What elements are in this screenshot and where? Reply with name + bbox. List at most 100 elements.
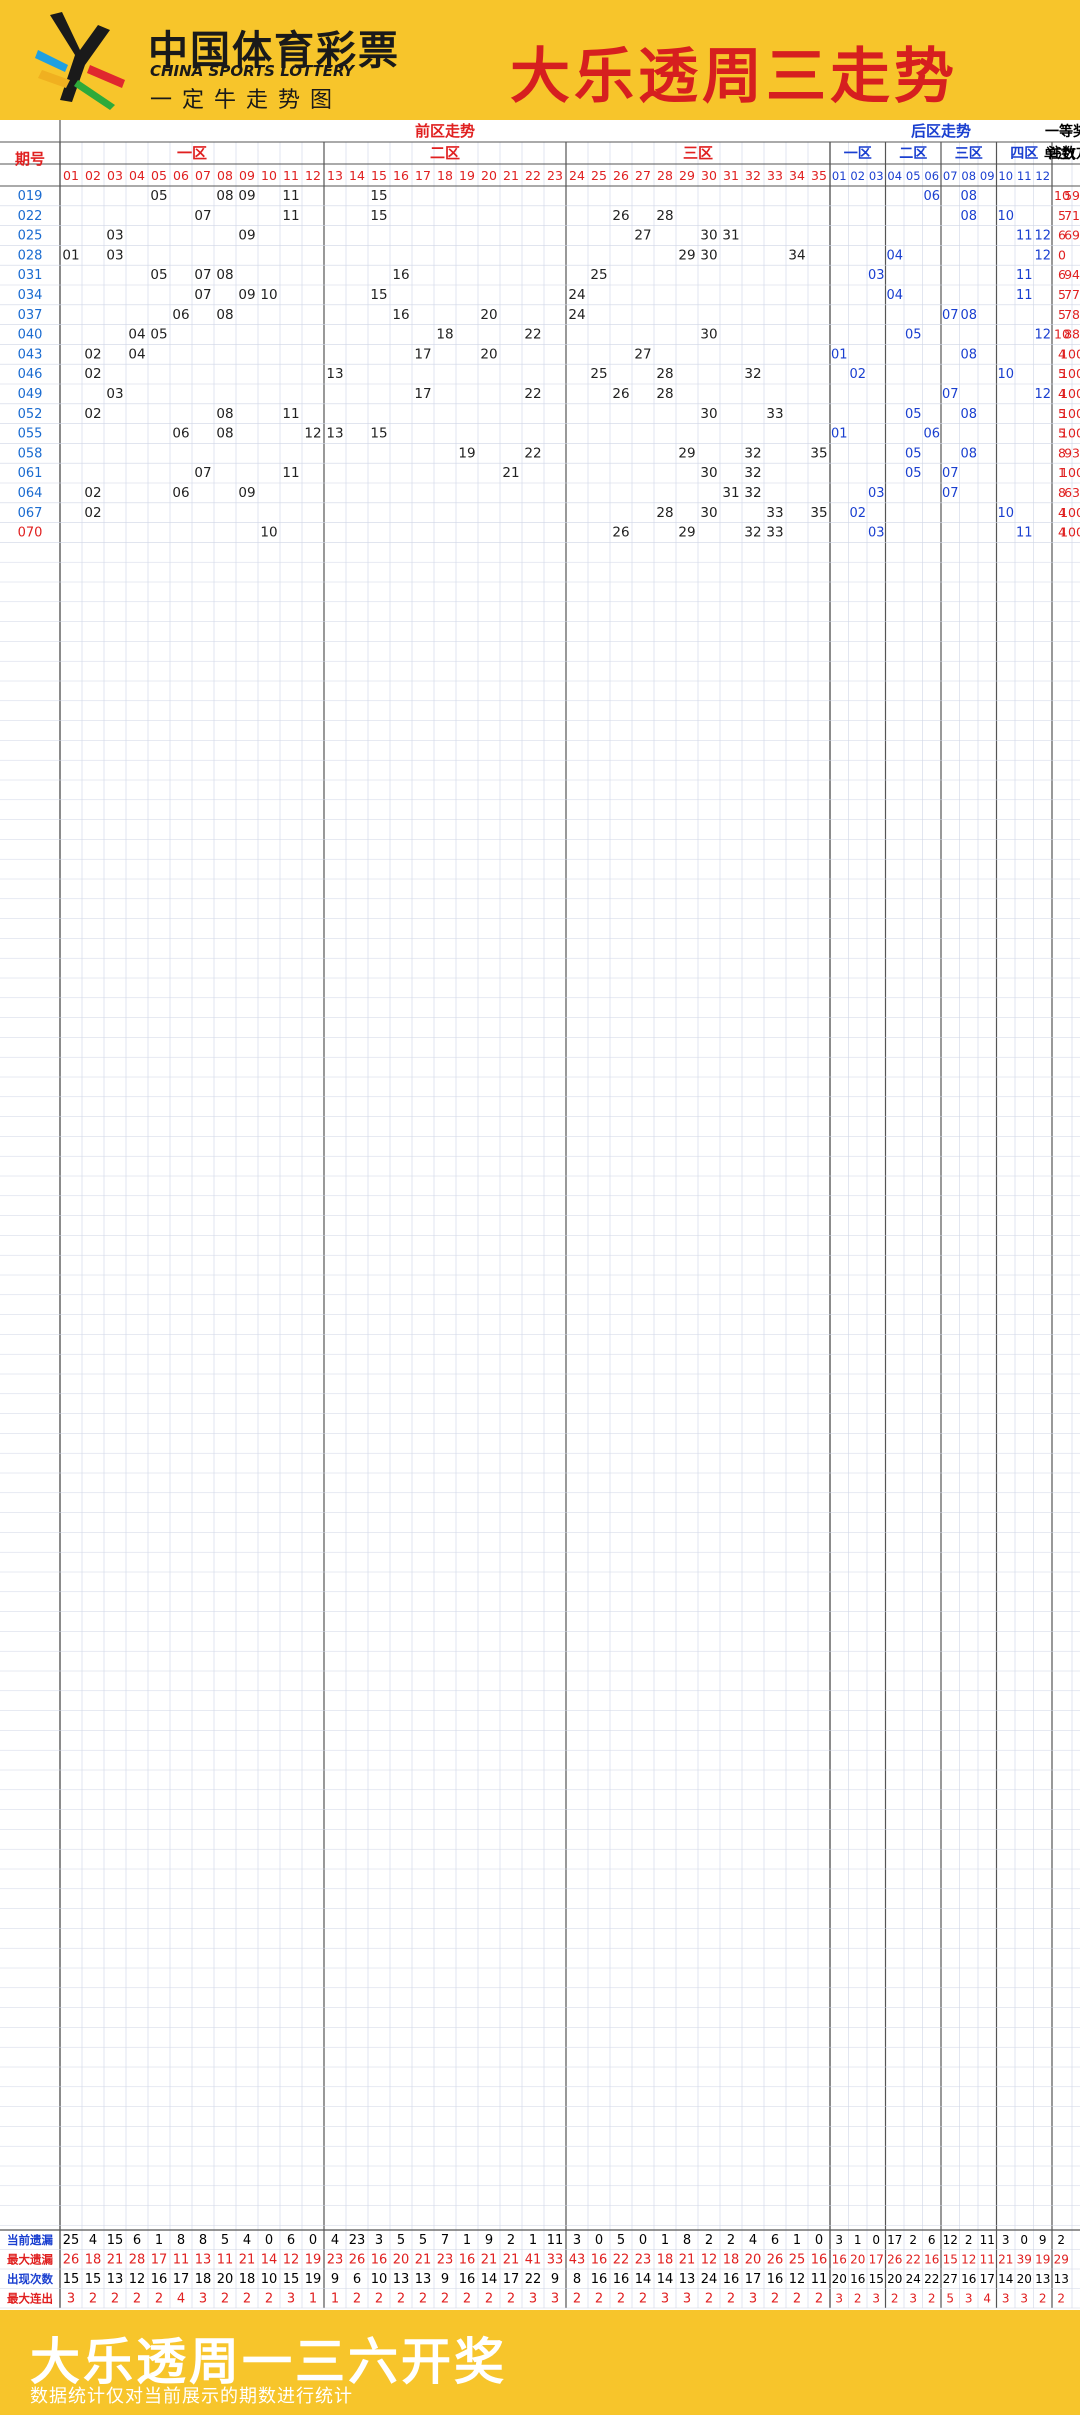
front-number-label: 06 bbox=[173, 168, 189, 183]
front-draw-number: 19 bbox=[458, 445, 475, 461]
front-number-label: 27 bbox=[635, 168, 651, 183]
stats-back-value: 4 bbox=[983, 2292, 991, 2306]
back-zone-label: 二区 bbox=[899, 146, 927, 162]
front-zone-label: 三区 bbox=[683, 144, 713, 162]
front-draw-number: 08 bbox=[216, 188, 233, 204]
stats-front-value: 16 bbox=[591, 2272, 608, 2287]
front-number-label: 29 bbox=[679, 168, 695, 183]
stats-back-value: 12 bbox=[943, 2233, 958, 2247]
back-draw-number: 07 bbox=[942, 486, 959, 501]
back-draw-number: 08 bbox=[960, 189, 977, 204]
stats-front-value: 2 bbox=[265, 2292, 273, 2307]
stats-back-value: 14 bbox=[998, 2272, 1013, 2286]
stats-front-value: 2 bbox=[573, 2292, 581, 2307]
stats-front-value: 5 bbox=[617, 2233, 625, 2248]
front-zone-label: 二区 bbox=[430, 144, 460, 162]
front-draw-number: 09 bbox=[238, 485, 255, 501]
header-band bbox=[0, 120, 1080, 186]
back-draw-number: 03 bbox=[868, 486, 885, 501]
prize-count-header: 注数 bbox=[1048, 145, 1077, 162]
stats-back-value: 3 bbox=[965, 2292, 973, 2306]
stats-back-value: 16 bbox=[832, 2253, 847, 2267]
stats-front-value: 1 bbox=[155, 2233, 163, 2248]
front-number-label: 18 bbox=[437, 168, 453, 183]
stats-front-value: 16 bbox=[613, 2272, 630, 2287]
front-draw-number: 30 bbox=[700, 327, 717, 343]
front-draw-number: 13 bbox=[326, 426, 343, 442]
back-draw-number: 08 bbox=[960, 407, 977, 422]
front-draw-number: 08 bbox=[216, 406, 233, 422]
stats-front-value: 0 bbox=[309, 2233, 317, 2248]
front-draw-number: 05 bbox=[150, 327, 167, 343]
stats-front-value: 2 bbox=[397, 2292, 405, 2307]
draw-issue: 034 bbox=[18, 288, 43, 303]
stats-front-value: 2 bbox=[705, 2233, 713, 2248]
stats-back-value: 2 bbox=[909, 2233, 917, 2247]
front-draw-number: 25 bbox=[590, 267, 607, 283]
stats-front-value: 22 bbox=[525, 2272, 542, 2287]
stats-back-value: 2 bbox=[928, 2292, 936, 2306]
front-draw-number: 24 bbox=[568, 287, 585, 303]
stats-front-value: 8 bbox=[199, 2233, 207, 2248]
stats-front-value: 8 bbox=[573, 2272, 581, 2287]
front-draw-number: 04 bbox=[128, 327, 145, 343]
front-draw-number: 27 bbox=[634, 228, 651, 244]
draw-issue: 064 bbox=[18, 486, 43, 501]
stats-front-value: 2 bbox=[595, 2292, 603, 2307]
footer: 大乐透周一三六开奖 数据统计仅对当前展示的期数进行统计 bbox=[0, 2310, 1080, 2415]
stats-back-value: 6 bbox=[928, 2233, 936, 2247]
stats-front-value: 23 bbox=[349, 2233, 366, 2248]
front-draw-number: 09 bbox=[238, 287, 255, 303]
stats-front-value: 9 bbox=[485, 2233, 493, 2248]
front-draw-number: 02 bbox=[84, 485, 101, 501]
stats-back-value: 16 bbox=[961, 2272, 976, 2286]
front-draw-number: 32 bbox=[744, 465, 761, 481]
stats-front-value: 11 bbox=[217, 2253, 234, 2268]
front-draw-number: 26 bbox=[612, 208, 629, 224]
trend-chart: 期号前区走势后区走势一等奖注数单注(万元)一区二区三区一区二区三区四区01020… bbox=[0, 120, 1080, 2310]
front-draw-number: 15 bbox=[370, 208, 387, 224]
stats-front-value: 43 bbox=[569, 2253, 586, 2268]
back-number-label: 05 bbox=[906, 169, 921, 183]
stats-front-value: 12 bbox=[789, 2272, 806, 2287]
stats-front-value: 21 bbox=[481, 2253, 498, 2268]
stats-front-value: 4 bbox=[243, 2233, 251, 2248]
stats-front-value: 15 bbox=[85, 2272, 102, 2287]
stats-back-value: 1 bbox=[854, 2233, 862, 2247]
back-number-label: 10 bbox=[998, 169, 1013, 183]
front-draw-number: 16 bbox=[392, 307, 409, 323]
draw-issue: 061 bbox=[18, 466, 43, 481]
front-draw-number: 30 bbox=[700, 228, 717, 244]
front-draw-number: 33 bbox=[766, 406, 783, 422]
header: 中国体育彩票 CHINA SPORTS LOTTERY 一定牛走势图 大乐透周三… bbox=[0, 0, 1080, 120]
front-draw-number: 11 bbox=[282, 406, 299, 422]
front-draw-number: 17 bbox=[414, 346, 431, 362]
stats-back-value: 3 bbox=[835, 2233, 843, 2247]
front-draw-number: 06 bbox=[172, 485, 189, 501]
front-draw-number: 20 bbox=[480, 307, 497, 323]
front-number-label: 21 bbox=[503, 168, 519, 183]
stats-front-value: 2 bbox=[507, 2292, 515, 2307]
stats-front-value: 12 bbox=[129, 2272, 146, 2287]
front-draw-number: 02 bbox=[84, 366, 101, 382]
stats-front-value: 26 bbox=[349, 2253, 366, 2268]
front-number-label: 34 bbox=[789, 168, 805, 183]
front-draw-number: 04 bbox=[128, 346, 145, 362]
stats-front-value: 4 bbox=[331, 2233, 339, 2248]
front-number-label: 05 bbox=[151, 168, 167, 183]
stats-front-value: 1 bbox=[661, 2233, 669, 2248]
stats-front-value: 21 bbox=[239, 2253, 256, 2268]
back-draw-number: 01 bbox=[831, 427, 848, 442]
front-number-label: 02 bbox=[85, 168, 101, 183]
stats-back-value: 19 bbox=[1035, 2253, 1050, 2267]
front-draw-number: 07 bbox=[194, 287, 211, 303]
stats-front-value: 10 bbox=[261, 2272, 278, 2287]
front-number-label: 31 bbox=[723, 168, 739, 183]
stats-front-value: 1 bbox=[309, 2292, 317, 2307]
stats-front-value: 2 bbox=[727, 2292, 735, 2307]
back-draw-number: 03 bbox=[868, 268, 885, 283]
draw-issue: 025 bbox=[18, 229, 43, 244]
front-zone-label: 一区 bbox=[177, 144, 207, 162]
